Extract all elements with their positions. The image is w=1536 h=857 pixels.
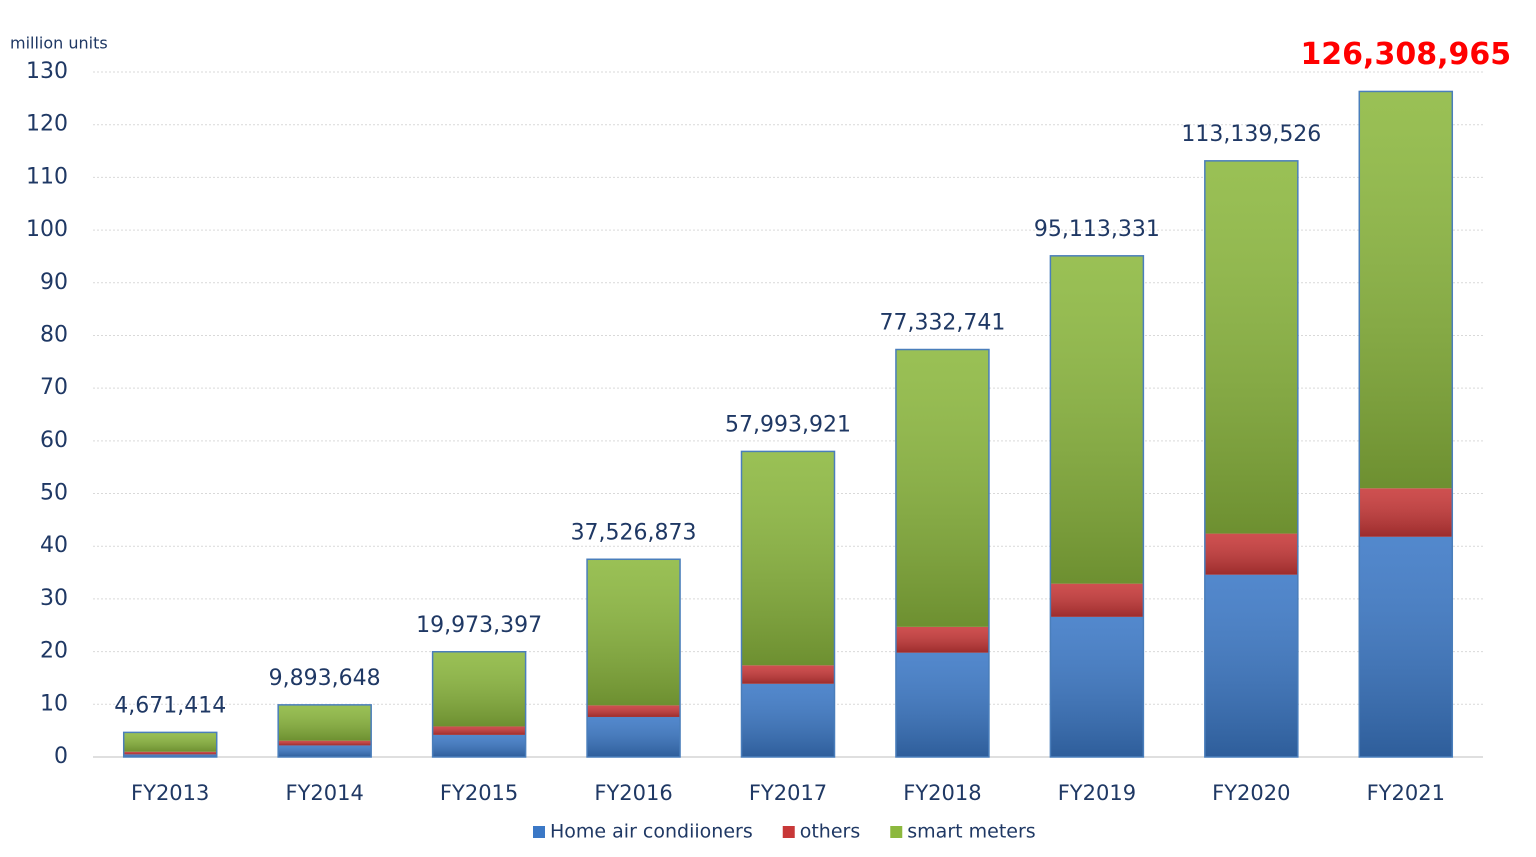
legend-label: smart meters xyxy=(907,821,1035,843)
x-tick-label: FY2018 xyxy=(903,781,981,805)
bar-shade xyxy=(741,683,835,757)
y-tick-label: 0 xyxy=(54,744,68,769)
bar-shade xyxy=(895,349,989,627)
y-tick-label: 30 xyxy=(40,586,68,611)
bar-shade xyxy=(1050,616,1144,757)
x-tick-label: FY2013 xyxy=(131,781,209,805)
total-label: 95,113,331 xyxy=(1034,217,1160,242)
x-tick-label: FY2017 xyxy=(749,781,827,805)
bar-shade xyxy=(123,754,217,757)
bar-shade xyxy=(587,716,681,757)
bar-shade xyxy=(278,745,372,757)
bar-shade xyxy=(1050,255,1144,584)
bar-shade xyxy=(1204,533,1298,575)
bar-outline xyxy=(586,558,681,758)
x-tick-label: FY2021 xyxy=(1367,781,1445,805)
bar-shade xyxy=(278,704,372,741)
y-tick-label: 70 xyxy=(40,375,68,400)
bar-outline xyxy=(1358,90,1454,758)
y-tick-label: 100 xyxy=(26,217,68,242)
bar-shade xyxy=(1359,488,1453,537)
y-unit-label: million units xyxy=(10,34,108,53)
bar-shade xyxy=(1359,536,1453,757)
total-label: 9,893,648 xyxy=(269,666,381,691)
bar-shade xyxy=(587,705,681,717)
y-tick-label: 60 xyxy=(40,428,68,453)
bar-outline xyxy=(122,731,218,758)
legend-swatch xyxy=(782,826,795,838)
bar-outline xyxy=(1204,160,1299,758)
bar-shade xyxy=(1050,583,1144,617)
y-tick-label: 130 xyxy=(26,59,68,84)
bar-shade xyxy=(278,740,372,746)
bar-shade xyxy=(587,559,681,706)
legend-swatch xyxy=(533,826,545,838)
y-tick-label: 40 xyxy=(40,533,68,558)
bar-outline xyxy=(740,450,836,758)
y-tick-label: 80 xyxy=(40,322,68,347)
total-label: 57,993,921 xyxy=(725,412,851,437)
bar-outline xyxy=(277,704,372,758)
total-label: 19,973,397 xyxy=(416,613,542,638)
total-label: 77,332,741 xyxy=(879,311,1005,336)
bar-outline xyxy=(431,651,527,758)
total-label: 126,308,965 xyxy=(1300,37,1511,72)
legend-label: Home air condiioners xyxy=(550,821,753,843)
bar-shade xyxy=(123,751,217,755)
x-tick-label: FY2016 xyxy=(594,781,672,805)
x-tick-label: FY2019 xyxy=(1058,781,1136,805)
bar-shade xyxy=(1204,574,1298,757)
bar-shade xyxy=(1204,161,1298,534)
bar-shade xyxy=(432,726,526,735)
bar-shade xyxy=(432,651,526,727)
bar-shade xyxy=(895,652,989,757)
y-tick-label: 90 xyxy=(40,270,68,295)
legend-label: others xyxy=(800,821,861,843)
bar-shade xyxy=(432,734,526,757)
x-tick-label: FY2015 xyxy=(440,781,518,805)
y-tick-label: 110 xyxy=(26,164,68,189)
y-tick-label: 120 xyxy=(26,112,68,137)
bar-shade xyxy=(895,626,989,653)
total-label: 37,526,873 xyxy=(571,520,697,545)
bar-shade xyxy=(123,732,217,752)
bar-shade xyxy=(741,451,835,666)
legend-swatch xyxy=(890,826,903,838)
x-tick-label: FY2020 xyxy=(1212,781,1290,805)
y-tick-label: 50 xyxy=(40,481,68,506)
bar-shade xyxy=(741,665,835,684)
y-tick-label: 20 xyxy=(40,639,68,664)
total-label: 4,671,414 xyxy=(114,693,226,718)
bar-shade xyxy=(1359,91,1453,489)
x-tick-label: FY2014 xyxy=(285,781,363,805)
y-tick-label: 10 xyxy=(40,691,68,716)
total-label: 113,139,526 xyxy=(1181,122,1321,147)
bar-outline xyxy=(895,348,990,758)
bar-outline xyxy=(1049,255,1145,758)
